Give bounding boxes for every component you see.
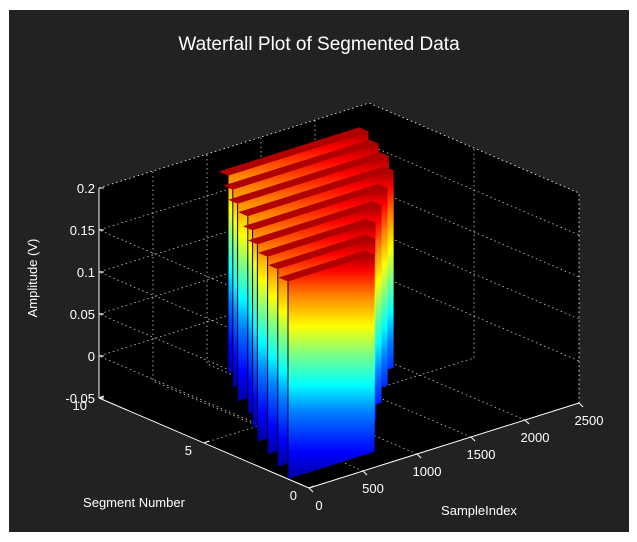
x-tick-label: 2500: [575, 413, 604, 428]
segment-top-5: [243, 183, 388, 231]
segment-1: [288, 254, 375, 479]
z-tick-label: 0.1: [77, 265, 95, 280]
y-tick-mark: [308, 485, 315, 489]
segment-top-3: [258, 218, 376, 257]
x-tick-mark: [524, 419, 530, 425]
z-tick-label: -0.05: [65, 391, 95, 406]
z-tick-label: 0.15: [70, 223, 95, 238]
x-axis-label: SampleIndex: [441, 503, 517, 518]
y-tick-label: 10: [73, 398, 87, 413]
segment-top-7: [228, 152, 389, 204]
x-tick-label: 500: [362, 481, 384, 496]
x-tick-label: 2000: [521, 430, 550, 445]
waterfall-plot: 0 500 1000 1500 2000 2500 0 5 10-0.05 0 0.05 0.1 0.1…: [25, 102, 604, 518]
segment-top-2: [268, 234, 375, 270]
z-axis-label: Amplitude (V): [25, 239, 40, 318]
x-tick-mark: [308, 487, 314, 493]
segment-top-4: [247, 201, 382, 245]
segment-top-6: [238, 166, 394, 217]
x-tick-mark: [470, 436, 476, 442]
y-tick-label: 0: [290, 488, 297, 503]
z-tick-label: 0.05: [70, 307, 95, 322]
chart-title: Waterfall Plot of Segmented Data: [178, 34, 460, 55]
z-tick-label: 0: [88, 349, 95, 364]
x-tick-mark: [416, 453, 422, 459]
x-tick-mark: [362, 470, 368, 476]
grid-line: [203, 148, 475, 444]
y-tick-label: 5: [185, 443, 192, 458]
x-axis-line: [308, 402, 580, 489]
x-tick-label: 1000: [413, 464, 442, 479]
y-axis-label: Segment Number: [83, 495, 186, 510]
segment-top-8: [223, 139, 379, 190]
segment-top-9: [218, 127, 369, 176]
x-tick-label: 1500: [467, 447, 496, 462]
x-tick-label: 0: [315, 498, 322, 513]
z-tick-label: 0.2: [77, 181, 95, 196]
y-tick-mark: [203, 440, 210, 444]
segment-top-1: [278, 250, 375, 282]
figure-window: Waterfall Plot of Segmented Data 0 500 100…: [9, 10, 629, 532]
x-tick-mark: [578, 402, 584, 408]
